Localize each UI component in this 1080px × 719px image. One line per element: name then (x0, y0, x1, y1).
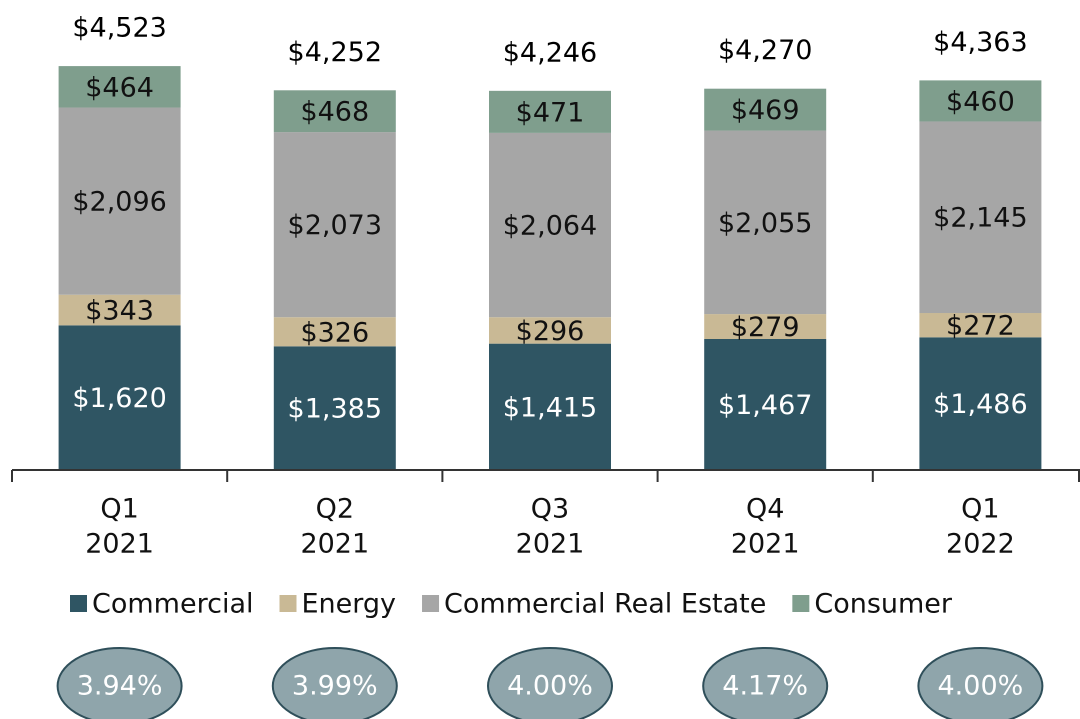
x-tick-label: 2021 (516, 529, 585, 560)
data-label: $468 (300, 97, 369, 128)
total-label: $4,246 (503, 37, 597, 68)
legend-swatch (279, 595, 297, 612)
bar-segment (58, 325, 181, 470)
x-tick-label: Q3 (531, 494, 569, 525)
legend-swatch (792, 595, 810, 612)
bar-segment (58, 66, 181, 108)
rate-label: 3.94% (77, 671, 163, 702)
x-tick-label: 2021 (300, 529, 369, 560)
data-label: $1,385 (288, 394, 382, 425)
bar-segment (489, 132, 611, 318)
data-label: $296 (516, 316, 585, 347)
data-label: $2,073 (288, 210, 382, 241)
data-label: $326 (300, 317, 369, 348)
bar-segment (704, 88, 827, 131)
bar-segment (704, 314, 827, 339)
rate-badge (487, 647, 613, 719)
data-label: $2,145 (933, 203, 1027, 234)
data-label: $469 (731, 95, 800, 126)
data-label: $2,055 (718, 208, 812, 239)
rate-label: 4.17% (722, 671, 808, 702)
data-label: $2,096 (72, 187, 166, 218)
x-tick-label: 2022 (946, 529, 1015, 560)
total-label: $4,363 (933, 27, 1027, 58)
data-label: $464 (85, 72, 154, 103)
total-label: $4,270 (718, 35, 812, 66)
data-label: $471 (516, 97, 585, 128)
rate-badge (56, 647, 183, 719)
rate-label: 3.99% (292, 671, 378, 702)
bar-segment (273, 317, 396, 347)
bar-segment (919, 337, 1042, 470)
legend-label: Energy (302, 589, 397, 620)
total-label: $4,523 (72, 13, 166, 44)
x-tick-label: Q1 (961, 494, 999, 525)
data-label: $279 (731, 312, 800, 343)
rate-badge (702, 647, 829, 719)
bar-segment (273, 346, 396, 470)
bar-segment (919, 313, 1042, 338)
data-label: $343 (85, 296, 154, 327)
legend-label: Commercial Real Estate (444, 589, 766, 620)
bar-segment (489, 90, 611, 133)
bar-segment (704, 338, 827, 470)
bar-segment (58, 107, 181, 295)
rate-badge (917, 647, 1044, 719)
data-label: $272 (946, 311, 1015, 342)
legend-label: Consumer (814, 589, 953, 620)
data-label: $460 (946, 86, 1015, 117)
legend-swatch (70, 595, 87, 612)
bar-segment (919, 121, 1042, 314)
bar-segment (273, 132, 396, 318)
data-label: $2,064 (503, 211, 597, 242)
x-tick-label: 2021 (85, 529, 154, 560)
rate-label: 4.00% (507, 671, 593, 702)
legend-label: Commercial (92, 589, 254, 620)
data-label: $1,620 (72, 383, 166, 414)
legend-swatch (422, 595, 440, 612)
bar-segment (919, 80, 1042, 122)
rate-badge (271, 647, 398, 719)
data-label: $1,486 (933, 389, 1027, 420)
bar-segment (58, 294, 181, 326)
bar-segment (704, 130, 827, 315)
bar-segment (273, 90, 396, 133)
bar-segment (489, 343, 611, 470)
x-tick-label: 2021 (731, 529, 800, 560)
bar-segment (489, 317, 611, 344)
data-label: $1,467 (718, 390, 812, 421)
data-label: $1,415 (503, 392, 597, 423)
x-tick-label: Q4 (746, 494, 784, 525)
total-label: $4,252 (288, 37, 382, 68)
x-tick-label: Q1 (100, 494, 138, 525)
x-tick-label: Q2 (316, 494, 354, 525)
rate-label: 4.00% (938, 671, 1024, 702)
